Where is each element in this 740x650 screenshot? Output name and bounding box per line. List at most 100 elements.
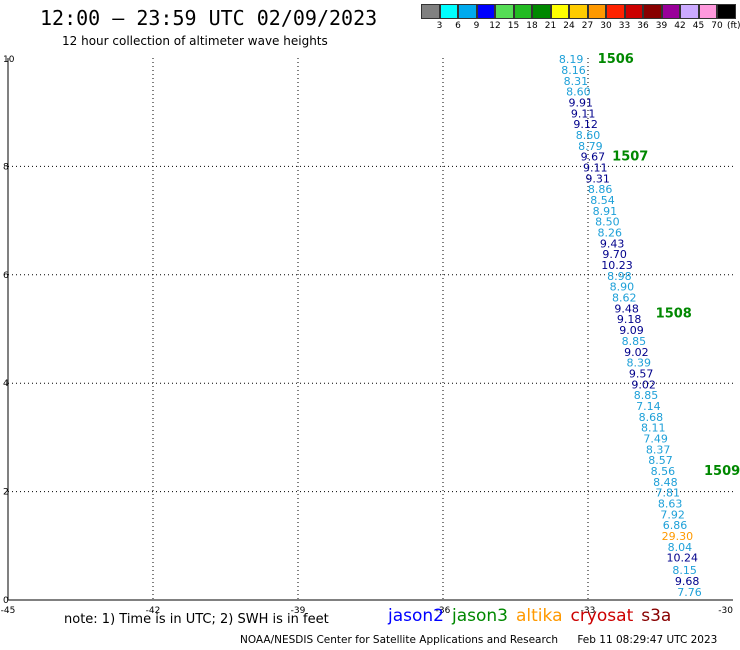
wave-height-value: 7.81 xyxy=(656,487,681,500)
color-swatch xyxy=(698,4,717,19)
wave-height-value: 7.49 xyxy=(643,432,668,445)
wave-height-value: 8.60 xyxy=(576,129,601,142)
wave-height-value: 9.43 xyxy=(600,237,625,250)
color-swatch xyxy=(643,4,662,19)
color-scale-labels: 3 6 9 12 15 18 21 24 27 30 33 36 39 42 45 70 (ft) xyxy=(421,19,740,31)
wave-height-value: 8.86 xyxy=(588,183,613,196)
color-swatch xyxy=(661,4,680,19)
satellite-jason2: jason2 xyxy=(388,606,444,626)
wave-height-value: 8.37 xyxy=(646,443,671,456)
pass-number-label: 1508 xyxy=(656,307,692,322)
color-scale-label: 42 xyxy=(674,21,686,31)
wave-height-value: 8.04 xyxy=(668,541,693,554)
color-scale-label: 6 xyxy=(455,21,461,31)
color-scale-label: 15 xyxy=(507,21,520,31)
x-tick-label: -42 xyxy=(146,606,161,616)
wave-height-value: 9.12 xyxy=(573,118,598,131)
wave-height-value: 8.54 xyxy=(590,194,615,207)
color-swatch xyxy=(680,4,699,19)
color-swatch xyxy=(624,4,643,19)
pass-number-label: 1509 xyxy=(704,464,740,479)
color-swatch xyxy=(550,4,569,19)
x-tick-label: -33 xyxy=(581,606,596,616)
wave-height-value: 8.91 xyxy=(593,205,618,218)
wave-height-value: 8.48 xyxy=(653,476,678,489)
wave-height-value: 8.31 xyxy=(564,75,589,88)
color-scale-label: 39 xyxy=(655,21,668,31)
y-tick-label: 10 xyxy=(3,55,15,65)
wave-height-value: 6.86 xyxy=(663,519,688,532)
y-tick-label: 4 xyxy=(3,379,9,389)
color-swatch xyxy=(587,4,606,19)
color-swatch xyxy=(476,4,495,19)
color-scale-label: 36 xyxy=(637,21,649,31)
satellite-s3a: s3a xyxy=(641,606,672,626)
wave-height-value: 9.91 xyxy=(569,96,594,109)
color-scale-swatches xyxy=(421,4,736,19)
color-scale-label: 18 xyxy=(526,21,538,31)
satellite-altika: altika xyxy=(516,606,563,626)
color-scale-unit: (ft) xyxy=(727,21,740,31)
footer-timestamp: Feb 11 08:29:47 UTC 2023 xyxy=(577,634,718,646)
wave-height-value: 7.14 xyxy=(636,400,661,413)
wave-height-value: 9.48 xyxy=(614,302,639,315)
footer: NOAA/NESDIS Center for Satellite Applica… xyxy=(240,634,733,646)
wave-height-value: 10.23 xyxy=(601,259,633,272)
y-tick-label: 6 xyxy=(3,271,9,281)
color-scale-label: 3 xyxy=(436,21,443,31)
wave-height-value: 8.63 xyxy=(658,498,683,511)
color-scale-label: 30 xyxy=(600,21,612,31)
color-swatch xyxy=(439,4,458,19)
wave-height-value: 9.57 xyxy=(629,367,654,380)
satellite-legend: jason2 jason3 altika cryosat s3a xyxy=(388,606,679,626)
color-swatch xyxy=(532,4,551,19)
satellite-cryosat: cryosat xyxy=(570,606,634,626)
wave-height-value: 8.39 xyxy=(627,357,652,370)
color-scale-label: 27 xyxy=(581,21,594,31)
wave-height-value: 8.57 xyxy=(648,454,673,467)
units-note: note: 1) Time is in UTC; 2) SWH is in fe… xyxy=(64,612,329,627)
color-scale-label: 24 xyxy=(563,21,575,31)
color-scale-label: 70 xyxy=(711,21,723,31)
chart-subtitle: 12 hour collection of altimeter wave hei… xyxy=(62,34,328,48)
satellite-jason3: jason3 xyxy=(452,606,508,626)
wave-height-value: 8.79 xyxy=(578,140,603,153)
color-scale-label: 9 xyxy=(473,21,480,31)
y-tick-label: 8 xyxy=(3,162,9,172)
wave-height-value: 8.50 xyxy=(595,216,620,229)
wave-height-value: 8.19 xyxy=(559,53,584,66)
wave-height-value: 8.85 xyxy=(622,335,647,348)
x-tick-label: -30 xyxy=(718,606,733,616)
color-swatch xyxy=(421,4,440,19)
wave-height-value: 9.02 xyxy=(631,378,656,391)
wave-height-value: 8.15 xyxy=(672,564,697,577)
wave-height-value: 29.30 xyxy=(662,530,694,543)
pass-number-label: 1506 xyxy=(598,52,634,67)
footer-source: NOAA/NESDIS Center for Satellite Applica… xyxy=(240,634,558,646)
wave-height-value: 8.60 xyxy=(566,86,591,99)
wave-height-value: 8.11 xyxy=(641,422,666,435)
wave-height-value: 9.31 xyxy=(585,172,610,185)
color-scale-label: 21 xyxy=(544,21,557,31)
wave-height-value: 9.70 xyxy=(602,248,627,261)
wave-height-value: 8.98 xyxy=(607,270,632,283)
wave-height-value: 9.11 xyxy=(571,107,596,120)
wave-height-value: 8.90 xyxy=(610,281,635,294)
wave-height-value: 9.67 xyxy=(581,151,606,164)
wave-height-value: 9.68 xyxy=(675,575,700,588)
pass-number-label: 1507 xyxy=(612,150,648,165)
color-scale-label: 12 xyxy=(489,21,501,31)
wave-height-value: 8.68 xyxy=(639,411,664,424)
wave-height-value: 9.11 xyxy=(583,161,608,174)
x-tick-label: -39 xyxy=(291,606,306,616)
wave-height-value: 10.24 xyxy=(667,552,699,565)
color-scale-label: 33 xyxy=(618,21,631,31)
wave-height-value: 9.02 xyxy=(624,346,649,359)
color-swatch xyxy=(606,4,625,19)
color-swatch xyxy=(458,4,477,19)
wave-height-value: 8.26 xyxy=(598,227,623,240)
wave-height-value: 9.09 xyxy=(619,324,644,337)
x-tick-label: -45 xyxy=(1,606,16,616)
wave-height-value: 9.18 xyxy=(617,313,642,326)
